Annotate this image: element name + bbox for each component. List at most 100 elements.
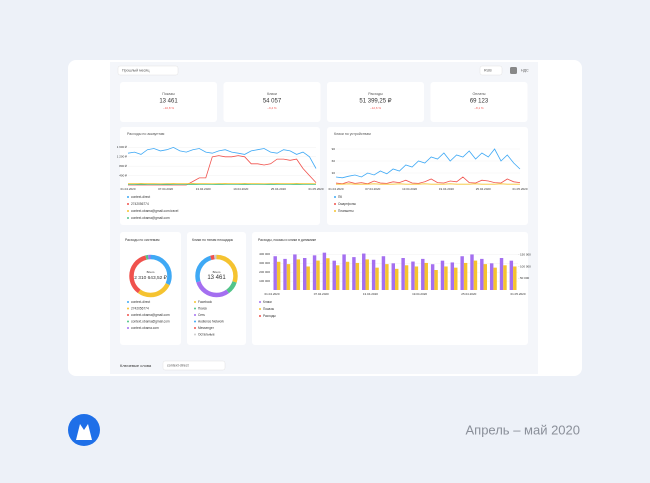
legend-label: Расходы: [263, 314, 277, 318]
bar: [372, 260, 375, 290]
bar: [480, 259, 483, 290]
chart-title: Расходы, показы и клики в динамике: [258, 238, 316, 242]
bar: [444, 266, 447, 290]
bar: [293, 254, 296, 290]
y-tick-label: 100 000: [259, 279, 270, 283]
legend-dot: [127, 321, 129, 323]
kpi-change: −9,4 %: [267, 106, 277, 110]
bar: [460, 256, 463, 290]
legend-dot: [127, 203, 129, 205]
y-tick-label: 1 200 ₽: [117, 155, 127, 159]
kpi-title: Показы: [162, 92, 175, 96]
legend-dot: [194, 334, 196, 336]
section-title: Ключевые слова: [120, 363, 152, 368]
legend-label: context.obama@gmail.com: [131, 216, 170, 220]
donut-total-label: Всего: [213, 270, 221, 274]
legend-label: 2742056774: [131, 202, 149, 206]
legend-dot: [127, 210, 129, 212]
vat-checkbox[interactable]: [510, 67, 517, 74]
bar: [336, 265, 339, 290]
x-tick-label: 07.04.2020: [314, 292, 329, 296]
chart-title: Клики по устройствам: [334, 132, 371, 136]
bar: [454, 268, 457, 290]
bar: [303, 258, 306, 290]
bar: [365, 259, 368, 290]
bar: [385, 264, 388, 290]
legend-dot: [194, 301, 196, 303]
period-label: Прошлый месяц: [122, 68, 149, 72]
x-tick-label: 07.04.2020: [365, 187, 380, 191]
bar: [510, 261, 513, 290]
legend-dot: [127, 301, 129, 303]
chart-title: Клики по типам площадок: [192, 238, 234, 242]
x-tick-label: 01.04.2020: [264, 292, 279, 296]
bar: [474, 261, 477, 290]
x-tick-label: 19.04.2020: [233, 187, 248, 191]
x-tick-label: 01.04.2020: [120, 187, 135, 191]
x-tick-label: 07.04.2020: [158, 187, 173, 191]
bar: [470, 254, 473, 290]
x-tick-label: 01.04.2020: [328, 187, 343, 191]
kpi-change: −10,8 %: [163, 106, 174, 110]
bar: [490, 263, 493, 290]
legend-dot: [127, 314, 129, 316]
legend-label: Facebook: [198, 300, 212, 304]
donut-total: 13 461: [207, 275, 226, 281]
bar: [411, 262, 414, 290]
account-label: context-direct: [167, 363, 189, 367]
y-tick-label: 30: [332, 171, 336, 175]
legend-dot: [194, 321, 196, 323]
legend-dot: [194, 314, 196, 316]
y-tick-label: 400 ₽: [119, 173, 127, 177]
bar: [375, 268, 378, 290]
y2-tick-label: 50 000: [520, 276, 530, 280]
kpi-value: 13 461: [159, 99, 178, 105]
x-tick-label: 13.04.2020: [363, 292, 378, 296]
bar: [493, 268, 496, 290]
bar: [323, 253, 326, 290]
bar: [441, 261, 444, 290]
bar: [513, 266, 516, 290]
y2-tick-label: 150 000: [520, 253, 531, 257]
legend-label: ПК: [338, 195, 342, 199]
y-tick-label: 200 000: [259, 270, 270, 274]
chart-title: Расходы по аккаунтам: [127, 132, 165, 136]
bar: [421, 259, 424, 290]
bar: [503, 265, 506, 290]
bar: [484, 264, 487, 290]
bar: [425, 263, 428, 290]
bar: [287, 264, 290, 290]
bar: [283, 259, 286, 290]
bar: [451, 262, 454, 290]
bar: [306, 266, 309, 290]
legend-dot: [127, 327, 129, 329]
legend-label: Показы: [263, 307, 275, 311]
bar: [316, 261, 319, 290]
bar: [382, 256, 385, 290]
kpi-title: Клики: [267, 92, 277, 96]
y-tick-label: 800 ₽: [119, 164, 127, 168]
legend-label: 2742056774: [131, 306, 149, 310]
bar: [362, 254, 365, 290]
kpi-value: 51 399,25 ₽: [359, 98, 391, 105]
bar: [434, 270, 437, 290]
vat-label: НДС: [521, 68, 529, 72]
legend-dot: [259, 308, 261, 310]
x-tick-label: 01.05.2020: [512, 187, 527, 191]
y-tick-label: 1 600 ₽: [117, 145, 127, 149]
bar: [346, 262, 349, 290]
legend-label: Messenger: [198, 326, 215, 330]
bar: [395, 269, 398, 290]
legend-label: context.obama@gmail.com.travel: [131, 209, 179, 213]
bar: [326, 258, 329, 290]
legend-label: context-direct: [131, 300, 150, 304]
bar: [392, 263, 395, 290]
legend-dot: [334, 203, 336, 205]
x-tick-label: 19.04.2020: [439, 187, 454, 191]
bar: [297, 259, 300, 290]
bar: [431, 264, 434, 290]
y2-tick-label: 100 000: [520, 264, 531, 268]
bar: [464, 263, 467, 290]
legend-label: Audience Network: [198, 319, 224, 323]
